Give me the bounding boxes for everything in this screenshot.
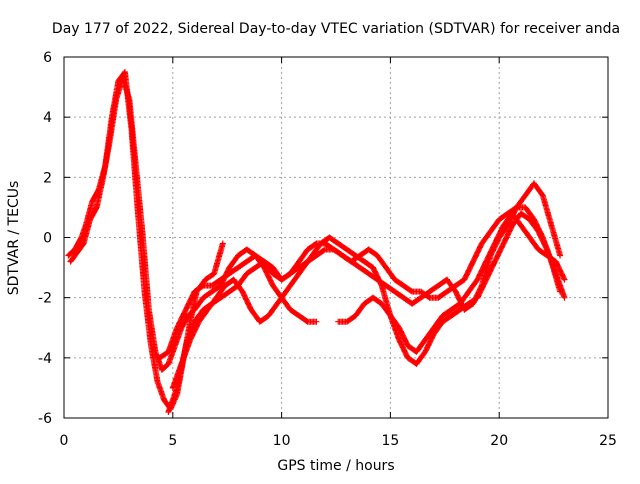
y-tick-label: 2 <box>43 170 52 186</box>
series-trace-5 <box>169 210 568 391</box>
x-tick-label: 20 <box>490 433 508 449</box>
x-tick-label: 15 <box>381 433 399 449</box>
y-tick-label: 4 <box>43 110 52 126</box>
y-tick-label: 6 <box>43 50 52 66</box>
axis-ticks: 0 5 10 15 20 25 -6 -4 -2 0 2 4 6 <box>38 50 617 449</box>
x-axis-label: GPS time / hours <box>277 458 394 474</box>
data-point-markers <box>169 210 568 391</box>
data-point-markers <box>335 210 568 355</box>
y-tick-label: -4 <box>38 351 52 367</box>
x-tick-label: 10 <box>273 433 291 449</box>
chart-title: Day 177 of 2022, Sidereal Day-to-day VTE… <box>52 21 620 37</box>
data-point-markers <box>67 75 320 373</box>
y-tick-label: -6 <box>38 411 52 427</box>
x-tick-label: 25 <box>599 433 617 449</box>
data-marks <box>65 69 568 415</box>
x-tick-label: 5 <box>168 433 177 449</box>
y-tick-label: 0 <box>43 231 52 247</box>
series-trace-2 <box>67 75 320 373</box>
y-axis-label: SDTVAR / TECUs <box>6 181 22 296</box>
series-trace-6 <box>335 210 568 355</box>
y-tick-label: -2 <box>38 291 52 307</box>
x-tick-label: 0 <box>60 433 69 449</box>
